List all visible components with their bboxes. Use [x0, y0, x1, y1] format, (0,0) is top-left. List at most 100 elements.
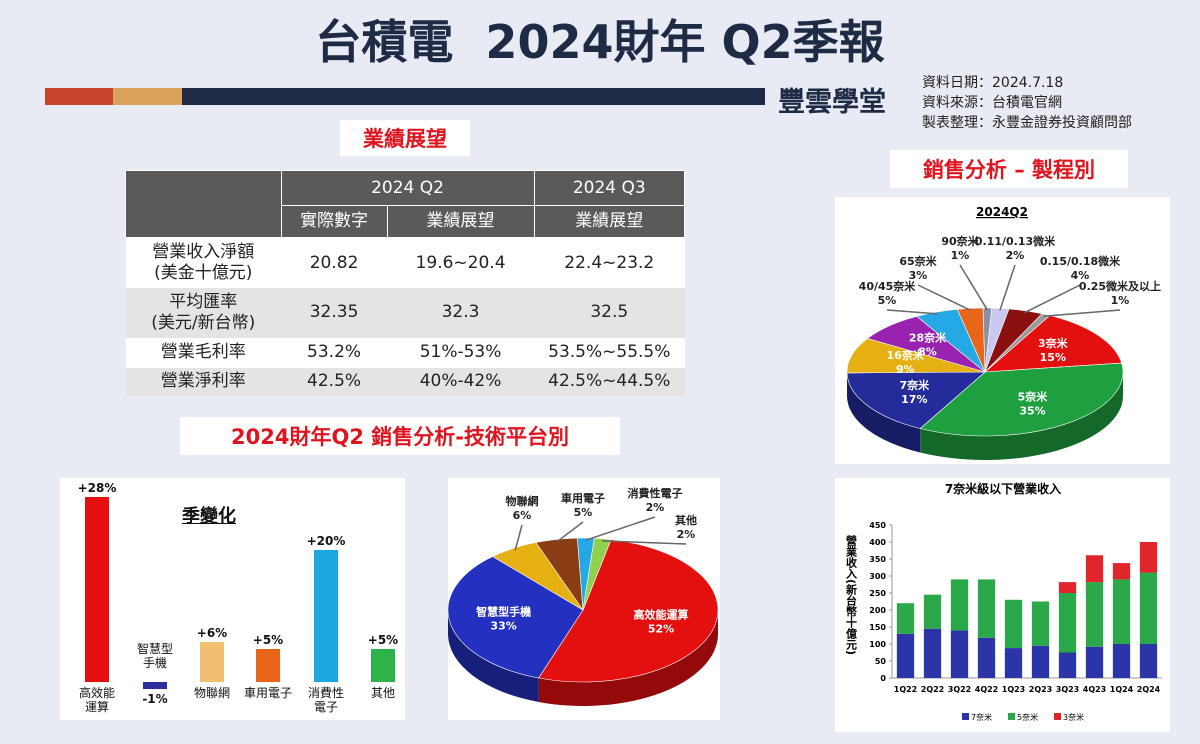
slice-value: 1% [1111, 294, 1130, 307]
x-tick-label: 1Q22 [894, 685, 918, 694]
legend-swatch [1054, 713, 1061, 720]
bar [143, 682, 167, 689]
bar [371, 649, 395, 682]
chart-title: 7奈米級以下營業收入 [945, 481, 1061, 496]
leader-line [999, 264, 1016, 311]
bar [85, 497, 109, 682]
slice-value: 35% [1019, 404, 1045, 417]
info-line: 資料來源：台積電官網 [922, 95, 1062, 111]
pie-slice [582, 537, 612, 611]
row-header: 營業毛利率 [125, 337, 282, 368]
bar-segment [923, 594, 942, 629]
info: 資料日期：2024.7.18 資料來源：台積電官網 製表整理：永豐金證券投資顧問… [922, 73, 1132, 133]
bar-segment [1058, 652, 1077, 678]
leader-line [959, 264, 988, 311]
pie-slice [984, 315, 1123, 373]
bar [256, 649, 280, 682]
legend-swatch [962, 713, 969, 720]
table-cell: 19.6~20.4 [387, 237, 535, 288]
chart-title: 季變化 [182, 506, 236, 527]
leader-line [585, 516, 656, 541]
slice-value: 8% [918, 345, 937, 358]
x-tick-label: 2Q24 [1137, 685, 1161, 694]
bar-segment [1112, 644, 1131, 678]
slice-value: 17% [901, 393, 927, 406]
y-tick-label: 100 [869, 640, 886, 649]
stripe [113, 88, 182, 105]
table-row: 營業淨利率 42.5% 40%-42% 42.5%~44.5% [125, 367, 685, 396]
y-tick-label: 300 [869, 572, 886, 581]
slice-value: 2% [1006, 249, 1025, 262]
leader-line [1044, 309, 1121, 318]
table-cell: 51%-53% [387, 337, 535, 368]
sub-header: 實際數字 [280, 205, 388, 238]
pie-side [448, 610, 539, 702]
x-tick-label: 3Q22 [948, 685, 972, 694]
info-line: 製表整理：永豐金證券投資顧問部 [922, 115, 1132, 131]
slice-label: 0.15/0.18微米 [1040, 254, 1121, 268]
bar-segment [1139, 542, 1158, 573]
x-tick-label: 3Q23 [1056, 685, 1080, 694]
slice-label: 高效能運算 [634, 608, 689, 622]
row-header: 營業淨利率 [125, 367, 282, 396]
y-tick-label: 200 [869, 606, 886, 615]
bar-segment [1085, 555, 1104, 583]
pie-slice [447, 556, 584, 679]
legend-label: 5奈米 [1017, 712, 1038, 722]
category-label: 高效能 運算 [78, 686, 115, 715]
slice-value: 2% [646, 501, 665, 514]
table-row: 營業收入淨額 (美金十億元) 20.82 19.6~20.4 22.4~23.2 [125, 237, 685, 288]
category-label: 物聯網 [193, 686, 230, 700]
y-tick-label: 350 [869, 555, 886, 564]
table-cell: 32.35 [281, 287, 388, 338]
slice-label: 消費性電子 [628, 486, 683, 500]
y-axis-label: 營業收入(新台幣十億元) [845, 534, 859, 655]
table-cell: 42.5%~44.5% [534, 367, 685, 396]
category-label: 智慧型 手機 [136, 642, 173, 671]
table-cell: 22.4~23.2 [534, 237, 685, 288]
bar-segment [1112, 579, 1131, 644]
corner-cell [125, 170, 282, 238]
value-label: +5% [252, 633, 284, 647]
slice-value: 5% [574, 506, 593, 519]
slice-value: 33% [490, 620, 516, 633]
bar-segment [896, 603, 915, 634]
value-label: +20% [306, 534, 346, 548]
slice-value: 4% [1071, 269, 1090, 282]
x-tick-label: 1Q24 [1110, 685, 1134, 694]
table-cell: 53.2% [281, 337, 388, 368]
sub-header: 業績展望 [533, 205, 686, 238]
bar-segment [896, 633, 915, 678]
table-cell: 40%-42% [387, 367, 535, 396]
pie-slice [919, 362, 1124, 437]
bar-segment [923, 628, 942, 678]
bar-segment [977, 637, 996, 678]
sub-header: 業績展望 [386, 205, 535, 238]
slice-label: 智慧型手機 [476, 605, 531, 619]
slice-label: 3奈米 [1038, 336, 1069, 350]
pie-side [920, 372, 1123, 460]
leader-line [886, 309, 938, 315]
bar-segment [1112, 563, 1131, 580]
slice-label: 其他 [675, 513, 697, 527]
x-tick-label: 4Q23 [1083, 685, 1107, 694]
y-tick-label: 50 [875, 657, 887, 666]
chart-title: 2024Q2 [976, 205, 1028, 219]
bar-segment [1031, 601, 1050, 646]
stripe [45, 88, 113, 105]
bar-segment [950, 630, 969, 678]
x-tick-label: 2Q23 [1029, 685, 1053, 694]
table-cell: 42.5% [281, 367, 388, 396]
legend-label: 7奈米 [971, 712, 992, 722]
slice-label: 物聯網 [506, 494, 539, 508]
legend-swatch [1008, 713, 1015, 720]
slice-value: 3% [909, 269, 928, 282]
row-header: 營業收入淨額 (美金十億元) [125, 237, 282, 288]
leader-line [556, 521, 584, 543]
slice-label: 28奈米 [909, 330, 947, 344]
section-title: 業績展望 [340, 120, 470, 156]
slice-value: 15% [1040, 351, 1066, 364]
y-tick-label: 450 [869, 521, 886, 530]
value-label: +6% [196, 626, 228, 641]
